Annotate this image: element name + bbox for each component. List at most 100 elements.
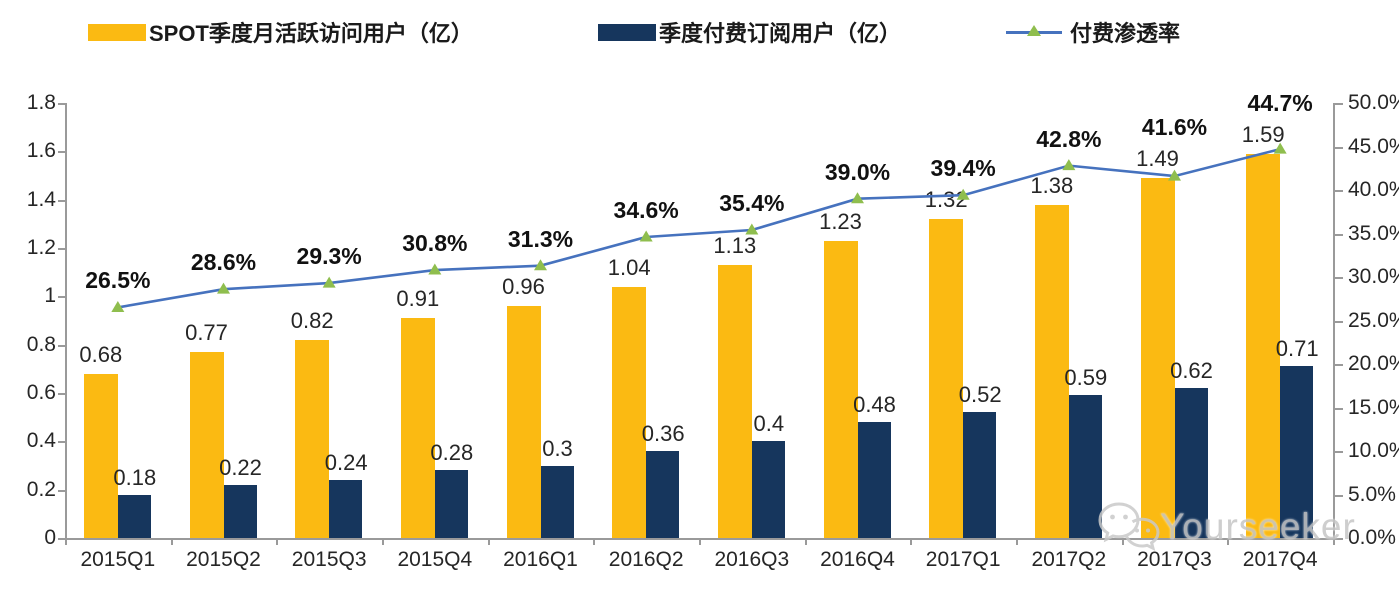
x-axis-label-2016Q3: 2016Q3 xyxy=(714,548,790,571)
right-axis-label: 20.0% xyxy=(1348,352,1399,375)
right-axis-tick xyxy=(1335,320,1343,323)
bar-mau-2015Q4 xyxy=(400,318,435,538)
left-axis-label: 1.2 xyxy=(26,236,56,259)
right-axis-label: 45.0% xyxy=(1348,134,1399,158)
right-axis-tick xyxy=(1335,538,1343,540)
left-axis-label: 0.8 xyxy=(26,332,56,356)
right-axis-tick xyxy=(1335,494,1343,497)
right-axis-tick xyxy=(1335,146,1343,149)
x-axis-tick xyxy=(1121,538,1124,545)
bar-subs-2016Q4 xyxy=(857,422,891,538)
bar-label-subs-2017Q2: 0.59 xyxy=(1064,365,1108,391)
bar-mau-2015Q2 xyxy=(189,351,224,538)
right-axis-tick xyxy=(1335,407,1343,410)
bar-label-mau-2017Q1: 1.32 xyxy=(924,187,968,212)
bar-label-subs-2015Q4: 0.28 xyxy=(430,440,474,466)
legend-line-marker xyxy=(1006,22,1062,42)
right-axis-label: 15.0% xyxy=(1348,395,1399,419)
right-axis-label: 10.0% xyxy=(1348,439,1399,462)
x-axis-tick xyxy=(910,538,913,545)
bar-label-subs-2016Q2: 0.36 xyxy=(641,421,685,446)
legend-label-penetration: 付费渗透率 xyxy=(1070,21,1181,46)
bar-label-subs-2016Q1: 0.3 xyxy=(542,435,573,461)
bar-label-subs-2015Q2: 0.22 xyxy=(219,454,262,480)
bar-label-mau-2015Q1: 0.68 xyxy=(79,341,123,367)
x-axis-label-2016Q2: 2016Q2 xyxy=(608,548,684,571)
left-axis-label: 1 xyxy=(44,284,56,308)
line-marker-2015Q1 xyxy=(111,300,125,312)
x-axis-tick xyxy=(699,538,701,545)
left-axis-label: 1.8 xyxy=(26,91,56,114)
bar-label-mau-2016Q2: 1.04 xyxy=(607,254,651,280)
right-axis-label: 5.0% xyxy=(1348,482,1396,506)
line-label-2016Q1: 31.3% xyxy=(507,225,574,252)
bar-subs-2015Q3 xyxy=(329,480,363,538)
bar-label-subs-2017Q4: 0.71 xyxy=(1275,336,1319,362)
line-marker-2016Q4 xyxy=(851,192,864,204)
right-axis-tick xyxy=(1335,103,1343,105)
bar-mau-2017Q1 xyxy=(929,219,964,538)
bar-subs-2016Q2 xyxy=(646,451,680,538)
x-axis-label-2017Q4: 2017Q4 xyxy=(1242,548,1318,571)
bar-mau-2015Q1 xyxy=(83,373,118,538)
legend-label-mau: SPOT季度月活跃访问用户（亿） xyxy=(149,21,473,46)
bar-mau-2016Q1 xyxy=(506,306,541,538)
watermark-text: Yourseeker xyxy=(1160,506,1356,547)
left-axis-label: 0.2 xyxy=(26,477,56,501)
bar-label-mau-2016Q1: 0.96 xyxy=(502,274,545,299)
legend-item-subscribers: 季度付费订阅用户（亿） xyxy=(598,18,901,46)
bar-label-mau-2016Q4: 1.23 xyxy=(819,208,862,234)
bar-label-subs-2015Q1: 0.18 xyxy=(113,464,157,490)
bar-label-subs-2015Q3: 0.24 xyxy=(324,450,368,475)
x-axis-label-2015Q1: 2015Q1 xyxy=(80,548,156,571)
line-label-2017Q3: 41.6% xyxy=(1141,113,1208,140)
left-axis-tick xyxy=(58,103,65,105)
left-axis-tick xyxy=(58,151,65,154)
right-axis-label: 35.0% xyxy=(1348,221,1399,245)
x-axis-label-2016Q1: 2016Q1 xyxy=(503,548,578,571)
bar-label-mau-2015Q2: 0.77 xyxy=(185,319,228,345)
legend-label-subscribers: 季度付费订阅用户（亿） xyxy=(659,21,902,46)
bar-label-subs-2016Q3: 0.4 xyxy=(753,411,785,437)
bar-label-mau-2017Q4: 1.59 xyxy=(1241,121,1285,147)
bar-label-subs-2017Q3: 0.62 xyxy=(1170,358,1213,384)
x-axis-label-2015Q2: 2015Q2 xyxy=(186,548,261,571)
x-axis-tick xyxy=(65,538,67,545)
x-axis-label-2015Q3: 2015Q3 xyxy=(291,548,367,571)
left-axis-tick xyxy=(58,199,65,202)
watermark: Yourseeker xyxy=(1098,500,1356,554)
x-axis-tick xyxy=(170,538,173,545)
left-axis-label: 1.4 xyxy=(26,187,56,211)
bar-subs-2016Q1 xyxy=(540,465,574,538)
legend-swatch-mau xyxy=(88,23,146,41)
right-axis-label: 50.0% xyxy=(1348,91,1399,114)
x-axis-tick xyxy=(1333,538,1335,545)
bar-subs-2015Q4 xyxy=(434,470,468,538)
bar-label-mau-2017Q2: 1.38 xyxy=(1030,172,1074,198)
bar-mau-2016Q4 xyxy=(823,240,858,538)
x-axis-label-2016Q4: 2016Q4 xyxy=(820,548,895,571)
left-axis-tick xyxy=(58,489,65,492)
bar-subs-2017Q2 xyxy=(1068,395,1102,538)
right-axis-label: 30.0% xyxy=(1348,265,1399,288)
left-axis-line xyxy=(65,103,67,538)
x-axis-tick xyxy=(804,538,807,545)
right-axis-line xyxy=(1333,103,1335,538)
bar-label-subs-2016Q4: 0.48 xyxy=(853,392,896,417)
right-axis-tick xyxy=(1335,190,1343,192)
x-axis-tick xyxy=(1227,538,1230,545)
left-axis-tick xyxy=(58,441,65,444)
bar-subs-2015Q1 xyxy=(117,494,151,538)
bar-label-mau-2015Q3: 0.82 xyxy=(290,307,334,333)
left-axis-tick xyxy=(58,393,65,395)
left-axis-label: 0.6 xyxy=(26,381,56,404)
bar-subs-2017Q3 xyxy=(1174,388,1208,538)
right-axis-label: 40.0% xyxy=(1348,178,1399,201)
line-label-2017Q4: 44.7% xyxy=(1247,89,1313,116)
bar-label-mau-2015Q4: 0.91 xyxy=(396,286,440,312)
x-axis-tick xyxy=(593,538,596,545)
x-axis-tick xyxy=(276,538,279,545)
bar-subs-2016Q3 xyxy=(751,441,785,538)
right-axis-tick xyxy=(1335,277,1343,279)
x-axis-label-2017Q3: 2017Q3 xyxy=(1137,548,1212,571)
